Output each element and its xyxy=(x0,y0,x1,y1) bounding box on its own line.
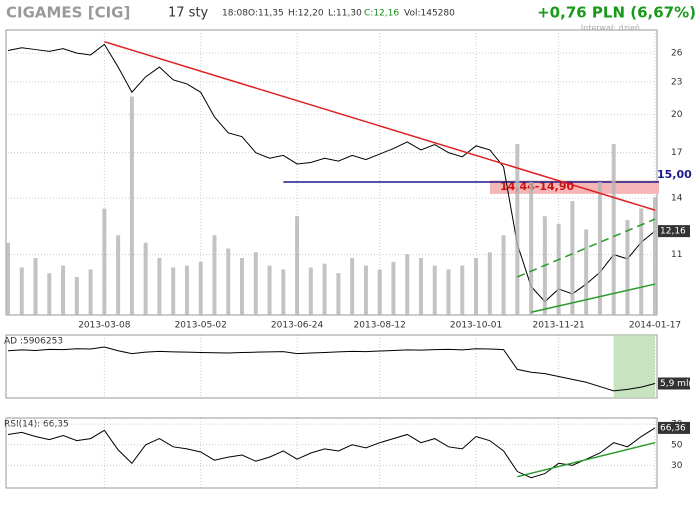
x-tick-label: 2013-11-21 xyxy=(532,321,584,331)
last-value-label: 5,9 mln xyxy=(660,379,694,389)
y-tick-label: 23 xyxy=(671,77,682,87)
y-tick-label: 11 xyxy=(671,250,682,260)
last-value-box xyxy=(658,225,690,238)
volume-bar xyxy=(281,269,286,315)
volume-bar xyxy=(198,261,203,315)
volume-bar xyxy=(322,263,327,315)
panel-frame xyxy=(5,29,658,316)
volume: Vol:145280 xyxy=(404,9,455,19)
close: C:12,16 xyxy=(364,9,399,19)
volume-bar xyxy=(377,269,382,315)
volume-bar xyxy=(19,267,24,315)
interval: Interwał: dzień xyxy=(581,24,640,33)
volume-bar xyxy=(295,216,300,315)
y-tick-label: 26 xyxy=(671,49,683,59)
volume-bar xyxy=(74,277,79,315)
volume-bar xyxy=(432,265,437,315)
volume-bar xyxy=(129,96,134,315)
last-value-label: 66,36 xyxy=(660,423,686,433)
data-line xyxy=(7,43,656,303)
volume-bar xyxy=(625,220,630,315)
x-tick-label: 2013-03-08 xyxy=(78,321,131,331)
volume-bar xyxy=(556,223,561,315)
volume-bar xyxy=(116,235,121,315)
volume-bar xyxy=(253,252,258,315)
x-tick-label: 2013-06-24 xyxy=(271,321,324,331)
high: H:12,20 xyxy=(288,9,324,19)
trend-line xyxy=(517,218,656,278)
time: 18:08 xyxy=(222,9,248,19)
volume-bar xyxy=(171,267,176,315)
volume-bar xyxy=(308,267,313,315)
volume-bar xyxy=(157,258,162,315)
volume-bar xyxy=(446,269,451,315)
x-tick-label: 2014-01-17 xyxy=(629,321,681,331)
volume-bar xyxy=(88,269,93,315)
volume-bar xyxy=(143,242,148,315)
highlight xyxy=(613,335,655,398)
volume-bar xyxy=(405,254,410,315)
volume-bar xyxy=(653,197,657,315)
open: O:11,35 xyxy=(248,9,284,19)
panel-frame xyxy=(5,417,658,489)
volume-bar xyxy=(570,201,575,315)
date: 17 sty xyxy=(168,6,209,21)
volume-bar xyxy=(391,261,396,315)
x-tick-label: 2013-10-01 xyxy=(450,321,502,331)
ticker-title: CIGAMES [CIG] xyxy=(6,4,130,22)
volume-bar xyxy=(474,258,479,315)
y-tick-label: 50 xyxy=(671,440,683,450)
panel-frame xyxy=(5,334,658,399)
volume-bar xyxy=(6,242,10,315)
volume-bar xyxy=(240,258,245,315)
volume-bar xyxy=(184,265,189,315)
volume-bar xyxy=(501,235,506,315)
trend-line xyxy=(517,441,656,478)
last-value-label: 12,16 xyxy=(660,227,686,237)
volume-bar xyxy=(460,265,465,315)
volume-bar xyxy=(33,258,38,315)
volume-bar xyxy=(47,273,52,315)
x-tick-label: 2013-08-12 xyxy=(354,321,406,331)
y-tick-label: 20 xyxy=(671,110,683,120)
volume-bar xyxy=(597,182,602,315)
y-tick-label: 17 xyxy=(671,148,682,158)
volume-bar xyxy=(363,265,368,315)
volume-bar xyxy=(515,144,520,315)
volume-bar xyxy=(584,229,589,315)
volume-bar xyxy=(350,258,355,315)
volume-bar xyxy=(639,208,644,315)
volume-bar xyxy=(61,265,66,315)
price-change: +0,76 PLN (6,67%) xyxy=(537,4,696,22)
volume-bar xyxy=(226,248,231,315)
last-value-box xyxy=(658,421,690,434)
volume-bar xyxy=(102,208,107,315)
volume-bar xyxy=(212,235,217,315)
low: L:11,30 xyxy=(328,9,362,19)
volume-bar xyxy=(418,258,423,315)
volume-bar xyxy=(611,144,616,315)
y-tick-label: 30 xyxy=(671,461,683,471)
panel-title: AD :5906253 xyxy=(4,337,63,347)
volume-bar xyxy=(336,273,341,315)
trend-line xyxy=(530,283,656,313)
x-tick-label: 2013-05-02 xyxy=(175,321,227,331)
volume-bar xyxy=(267,265,272,315)
last-value-box xyxy=(658,377,690,390)
data-line xyxy=(7,427,656,479)
y-tick-label: 14 xyxy=(671,194,683,204)
trend-line xyxy=(104,40,656,211)
volume-bar xyxy=(487,252,492,315)
panel-title: RSI(14): 66,35 xyxy=(4,420,69,430)
data-line xyxy=(7,346,656,392)
volume-bar xyxy=(529,182,534,315)
level-label: 15,00 xyxy=(657,168,692,181)
